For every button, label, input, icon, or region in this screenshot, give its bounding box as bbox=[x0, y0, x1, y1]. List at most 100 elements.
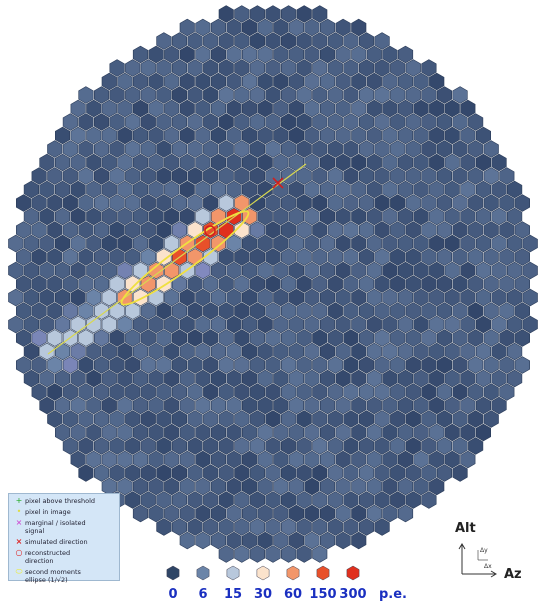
pixel bbox=[102, 235, 117, 252]
pixel bbox=[484, 330, 499, 347]
pixel bbox=[258, 46, 273, 63]
pixel bbox=[500, 195, 514, 212]
pixel bbox=[468, 249, 483, 266]
pixel bbox=[94, 249, 109, 266]
pixel bbox=[102, 316, 117, 333]
pixel bbox=[71, 154, 86, 171]
legend-label: pixel above threshold bbox=[25, 497, 100, 505]
pixel bbox=[414, 397, 429, 414]
pixel bbox=[79, 168, 94, 185]
pixel bbox=[172, 438, 187, 455]
pixel bbox=[125, 330, 140, 347]
az-label: Az bbox=[504, 567, 522, 582]
pixel bbox=[422, 249, 437, 266]
pixel bbox=[133, 397, 148, 414]
pixel bbox=[149, 46, 164, 63]
pixel bbox=[196, 289, 211, 306]
pixel bbox=[328, 276, 343, 293]
pixel bbox=[305, 532, 320, 549]
pixel bbox=[40, 262, 55, 279]
pixel bbox=[258, 181, 273, 198]
pixel bbox=[359, 465, 374, 482]
pixel bbox=[242, 370, 257, 387]
pixel bbox=[219, 168, 234, 185]
pixel bbox=[258, 100, 273, 117]
pixel bbox=[320, 370, 335, 387]
pixel bbox=[445, 100, 460, 117]
pixel bbox=[55, 262, 70, 279]
pixel bbox=[48, 195, 63, 212]
pixel bbox=[40, 154, 55, 171]
pixel bbox=[344, 438, 359, 455]
pixel bbox=[196, 181, 211, 198]
pixel bbox=[203, 276, 218, 293]
pixel bbox=[375, 141, 390, 158]
pixel bbox=[476, 235, 491, 252]
pixel bbox=[172, 33, 187, 50]
pixel bbox=[375, 33, 390, 50]
pixel bbox=[250, 411, 265, 428]
pixel bbox=[352, 235, 367, 252]
pixel bbox=[258, 424, 273, 441]
pixel bbox=[313, 195, 328, 212]
pixel bbox=[492, 208, 507, 225]
pixel bbox=[157, 168, 172, 185]
scale-swatch bbox=[317, 566, 329, 580]
pixel bbox=[398, 208, 413, 225]
pixel bbox=[242, 19, 257, 36]
pixel bbox=[398, 289, 413, 306]
pixel bbox=[188, 222, 203, 239]
pixel bbox=[484, 141, 499, 158]
pixel bbox=[110, 465, 125, 482]
pixel bbox=[313, 60, 328, 77]
pixel bbox=[281, 519, 296, 536]
pixel bbox=[172, 195, 187, 212]
pixel bbox=[227, 73, 242, 90]
pixel bbox=[235, 195, 250, 212]
pixel bbox=[289, 181, 304, 198]
pixel bbox=[157, 411, 172, 428]
pixel bbox=[390, 465, 405, 482]
pixel bbox=[289, 19, 304, 36]
pixel bbox=[336, 289, 351, 306]
pixel bbox=[305, 505, 320, 522]
pixel bbox=[118, 343, 133, 360]
pixel bbox=[180, 424, 195, 441]
pixel bbox=[281, 141, 296, 158]
pixel bbox=[320, 262, 335, 279]
pixel bbox=[235, 114, 250, 131]
pixel bbox=[406, 141, 421, 158]
pixel bbox=[149, 370, 164, 387]
pixel bbox=[87, 100, 102, 117]
pixel bbox=[87, 370, 102, 387]
pixel bbox=[164, 289, 179, 306]
pixel bbox=[476, 316, 491, 333]
pixel bbox=[313, 330, 328, 347]
pixel bbox=[24, 262, 39, 279]
pixel bbox=[125, 276, 140, 293]
pixel bbox=[461, 397, 476, 414]
pixel bbox=[149, 100, 164, 117]
pixel bbox=[359, 384, 374, 401]
pixel bbox=[157, 87, 172, 104]
pixel bbox=[344, 519, 359, 536]
pixel bbox=[157, 492, 172, 509]
pixel bbox=[203, 330, 218, 347]
pixel bbox=[227, 316, 242, 333]
pixel bbox=[461, 208, 476, 225]
pixel bbox=[383, 181, 398, 198]
pixel bbox=[55, 424, 70, 441]
pixel bbox=[352, 505, 367, 522]
pixel bbox=[383, 289, 398, 306]
pixel bbox=[375, 330, 390, 347]
pixel bbox=[453, 276, 468, 293]
pixel bbox=[297, 492, 312, 509]
pixel bbox=[172, 114, 187, 131]
pixel bbox=[367, 478, 382, 495]
pixel bbox=[274, 154, 289, 171]
pixel bbox=[188, 60, 203, 77]
pixel bbox=[133, 235, 148, 252]
pixel bbox=[336, 100, 351, 117]
pixel bbox=[328, 519, 343, 536]
pixel bbox=[157, 276, 172, 293]
